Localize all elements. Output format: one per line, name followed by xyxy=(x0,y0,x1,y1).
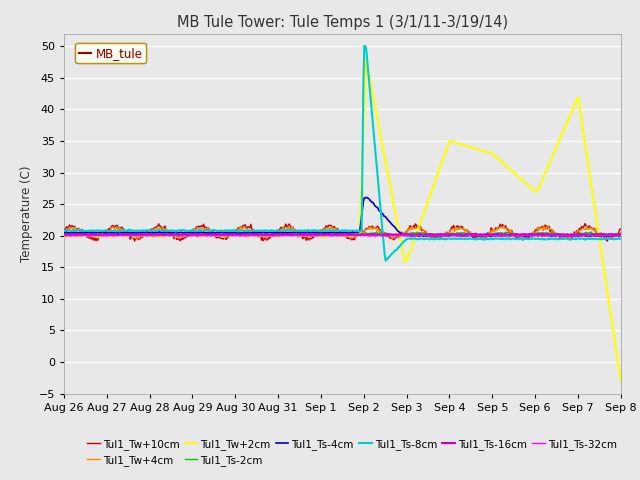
Tul1_Ts-32cm xyxy=(175,234,182,240)
Tul1_Tw+4cm xyxy=(135,236,143,242)
Tul1_Ts-32cm xyxy=(617,233,625,239)
Tul1_Tw+10cm xyxy=(234,226,241,232)
Tul1_Ts-2cm xyxy=(285,230,292,236)
Tul1_Ts-16cm xyxy=(588,231,595,237)
Tul1_Tw+10cm xyxy=(604,238,611,244)
Tul1_Ts-4cm xyxy=(588,233,595,239)
Y-axis label: Temperature (C): Temperature (C) xyxy=(20,165,33,262)
Tul1_Ts-4cm xyxy=(617,232,625,238)
Tul1_Tw+2cm xyxy=(256,233,264,239)
Tul1_Ts-4cm xyxy=(284,230,291,236)
Tul1_Ts-2cm xyxy=(60,231,68,237)
Tul1_Tw+2cm xyxy=(284,232,291,238)
Tul1_Tw+2cm xyxy=(234,233,241,239)
Tul1_Ts-2cm xyxy=(617,231,625,237)
Tul1_Tw+2cm xyxy=(362,57,370,62)
Tul1_Ts-8cm xyxy=(360,43,368,48)
Tul1_Tw+10cm xyxy=(581,221,589,227)
Tul1_Ts-32cm xyxy=(236,233,243,239)
Tul1_Tw+10cm xyxy=(617,226,625,232)
Tul1_Ts-2cm xyxy=(373,229,381,235)
Tul1_Ts-32cm xyxy=(164,232,172,238)
Tul1_Tw+2cm xyxy=(617,378,625,384)
Tul1_Tw+4cm xyxy=(540,223,548,229)
Tul1_Ts-8cm xyxy=(617,236,625,242)
Tul1_Ts-4cm xyxy=(362,194,370,200)
Line: Tul1_Ts-8cm: Tul1_Ts-8cm xyxy=(64,46,621,261)
Tul1_Ts-16cm xyxy=(285,231,292,237)
Tul1_Ts-4cm xyxy=(329,229,337,235)
Tul1_Ts-4cm xyxy=(234,230,241,236)
Tul1_Ts-4cm xyxy=(90,229,97,235)
Tul1_Ts-8cm xyxy=(234,228,241,234)
Tul1_Tw+4cm xyxy=(257,233,264,239)
Line: Tul1_Tw+10cm: Tul1_Tw+10cm xyxy=(64,224,621,241)
Tul1_Ts-8cm xyxy=(588,235,595,241)
Tul1_Ts-8cm xyxy=(284,228,291,233)
Line: Tul1_Tw+4cm: Tul1_Tw+4cm xyxy=(64,226,621,239)
Tul1_Ts-16cm xyxy=(90,232,98,238)
Tul1_Tw+4cm xyxy=(90,234,97,240)
Tul1_Tw+10cm xyxy=(60,227,68,233)
Tul1_Tw+10cm xyxy=(284,225,291,231)
Tul1_Ts-16cm xyxy=(617,231,625,237)
Tul1_Tw+2cm xyxy=(90,233,97,239)
Legend: MB_tule: MB_tule xyxy=(76,43,146,63)
Tul1_Tw+4cm xyxy=(285,224,292,229)
Tul1_Ts-16cm xyxy=(257,231,264,237)
Tul1_Ts-4cm xyxy=(256,229,264,235)
Tul1_Ts-8cm xyxy=(256,228,264,233)
Line: Tul1_Ts-16cm: Tul1_Ts-16cm xyxy=(64,234,621,235)
Tul1_Tw+4cm xyxy=(588,226,595,232)
Tul1_Tw+4cm xyxy=(617,229,625,235)
Line: Tul1_Ts-32cm: Tul1_Ts-32cm xyxy=(64,235,621,237)
Tul1_Ts-2cm xyxy=(234,230,242,236)
Tul1_Ts-2cm xyxy=(90,231,97,237)
Tul1_Ts-32cm xyxy=(258,233,266,239)
Tul1_Ts-8cm xyxy=(329,228,337,234)
Tul1_Ts-32cm xyxy=(90,233,97,239)
Tul1_Ts-2cm xyxy=(257,231,264,237)
Tul1_Ts-32cm xyxy=(60,233,68,239)
Tul1_Ts-32cm xyxy=(588,232,595,238)
Tul1_Ts-32cm xyxy=(331,233,339,239)
Tul1_Ts-4cm xyxy=(60,230,68,236)
Title: MB Tule Tower: Tule Temps 1 (3/1/11-3/19/14): MB Tule Tower: Tule Temps 1 (3/1/11-3/19… xyxy=(177,15,508,30)
Tul1_Ts-16cm xyxy=(234,232,242,238)
Tul1_Ts-2cm xyxy=(588,229,595,235)
Tul1_Ts-16cm xyxy=(301,231,309,237)
Line: Tul1_Ts-2cm: Tul1_Ts-2cm xyxy=(64,232,621,236)
Tul1_Ts-16cm xyxy=(331,232,339,238)
Tul1_Tw+2cm xyxy=(587,177,595,182)
Tul1_Tw+4cm xyxy=(60,227,68,233)
Tul1_Ts-8cm xyxy=(60,228,68,234)
Tul1_Ts-2cm xyxy=(218,233,225,239)
Legend: Tul1_Tw+10cm, Tul1_Tw+4cm, Tul1_Tw+2cm, Tul1_Ts-2cm, Tul1_Ts-4cm, Tul1_Ts-8cm, T: Tul1_Tw+10cm, Tul1_Tw+4cm, Tul1_Tw+2cm, … xyxy=(83,434,621,470)
Line: Tul1_Tw+2cm: Tul1_Tw+2cm xyxy=(64,60,621,381)
Tul1_Tw+4cm xyxy=(330,227,338,232)
Tul1_Ts-8cm xyxy=(382,258,390,264)
Tul1_Ts-16cm xyxy=(60,231,68,237)
Tul1_Ts-16cm xyxy=(67,232,75,238)
Tul1_Ts-2cm xyxy=(330,230,338,236)
Tul1_Tw+10cm xyxy=(90,237,97,243)
Tul1_Tw+4cm xyxy=(234,226,242,232)
Tul1_Tw+2cm xyxy=(60,233,68,239)
Tul1_Ts-4cm xyxy=(548,234,556,240)
Tul1_Ts-32cm xyxy=(285,232,293,238)
Tul1_Tw+10cm xyxy=(256,234,264,240)
Tul1_Tw+2cm xyxy=(329,232,337,238)
Line: Tul1_Ts-4cm: Tul1_Ts-4cm xyxy=(64,197,621,237)
Tul1_Tw+10cm xyxy=(587,226,595,231)
Tul1_Ts-8cm xyxy=(90,228,97,234)
Tul1_Tw+10cm xyxy=(329,225,337,230)
